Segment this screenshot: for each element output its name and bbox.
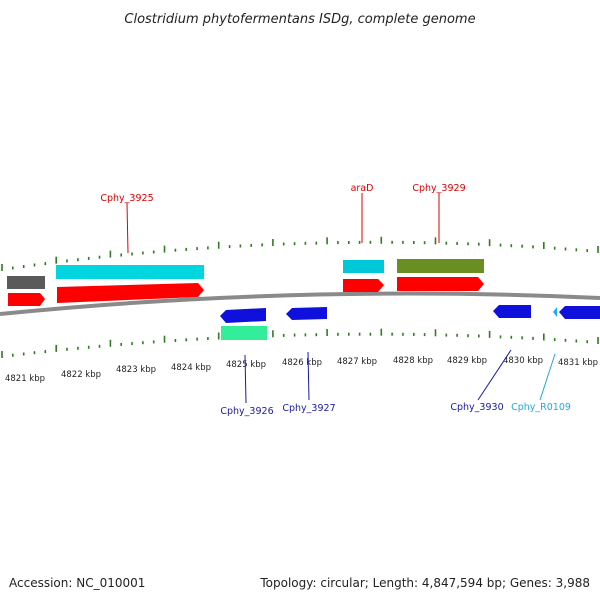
gene-label-cphy-3929[interactable]: Cphy_3929 [412,183,465,194]
gene-label-cphy-3925[interactable]: Cphy_3925 [100,193,153,204]
gene-arrow-blue[interactable] [493,305,531,318]
gene-feature-cyan[interactable] [56,265,204,279]
accession-text: Accession: NC_010001 [9,576,146,590]
map-title: Clostridium phytofermentans ISDg, comple… [124,12,475,27]
gene-arrow-red[interactable] [8,293,45,306]
top-tick-marks [1,236,599,271]
genome-backbone [0,291,600,316]
label-leader [539,353,556,401]
kbp-label: 4830 kbp [503,356,543,366]
gene-label-cphy-3927[interactable]: Cphy_3927 [282,403,335,414]
gene-arrow-red[interactable] [343,279,384,292]
topology-text: Topology: circular; Length: 4,847,594 bp… [260,576,590,590]
kbp-axis-labels: 4821 kbp 4822 kbp 4823 kbp 4824 kbp 4825… [5,356,598,384]
gene-feature-cyan[interactable] [343,260,384,273]
label-leader [307,351,310,401]
gene-arrow-red[interactable] [57,283,204,303]
kbp-label: 4825 kbp [226,360,266,370]
gene-arrow-blue[interactable] [220,308,266,323]
label-leader [244,354,247,404]
gene-feature-green[interactable] [221,326,267,340]
gene-label-cphy-3926[interactable]: Cphy_3926 [220,406,273,417]
gene-label-arad[interactable]: araD [351,183,374,194]
bottom-tick-marks [1,328,599,358]
gene-feature-gray[interactable] [7,276,45,289]
gene-feature-olive[interactable] [397,259,484,273]
label-leader [126,202,129,254]
gene-label-cphy-3930[interactable]: Cphy_3930 [450,402,503,413]
kbp-label: 4829 kbp [447,356,487,366]
gene-arrow-red[interactable] [397,277,484,291]
gene-arrow-blue[interactable] [286,307,327,320]
kbp-label: 4824 kbp [171,363,211,373]
kbp-label: 4826 kbp [282,358,322,368]
kbp-label: 4828 kbp [393,356,433,366]
gene-label-cphy-r0109[interactable]: Cphy_R0109 [511,402,571,413]
kbp-label: 4822 kbp [61,370,101,380]
kbp-label: 4827 kbp [337,357,377,367]
kbp-label: 4821 kbp [5,374,45,384]
kbp-label: 4823 kbp [116,365,156,375]
kbp-label: 4831 kbp [558,358,598,368]
gene-arrow-blue[interactable] [559,306,600,319]
label-leader [477,349,512,401]
gene-arrow-lightblue[interactable] [553,307,557,317]
